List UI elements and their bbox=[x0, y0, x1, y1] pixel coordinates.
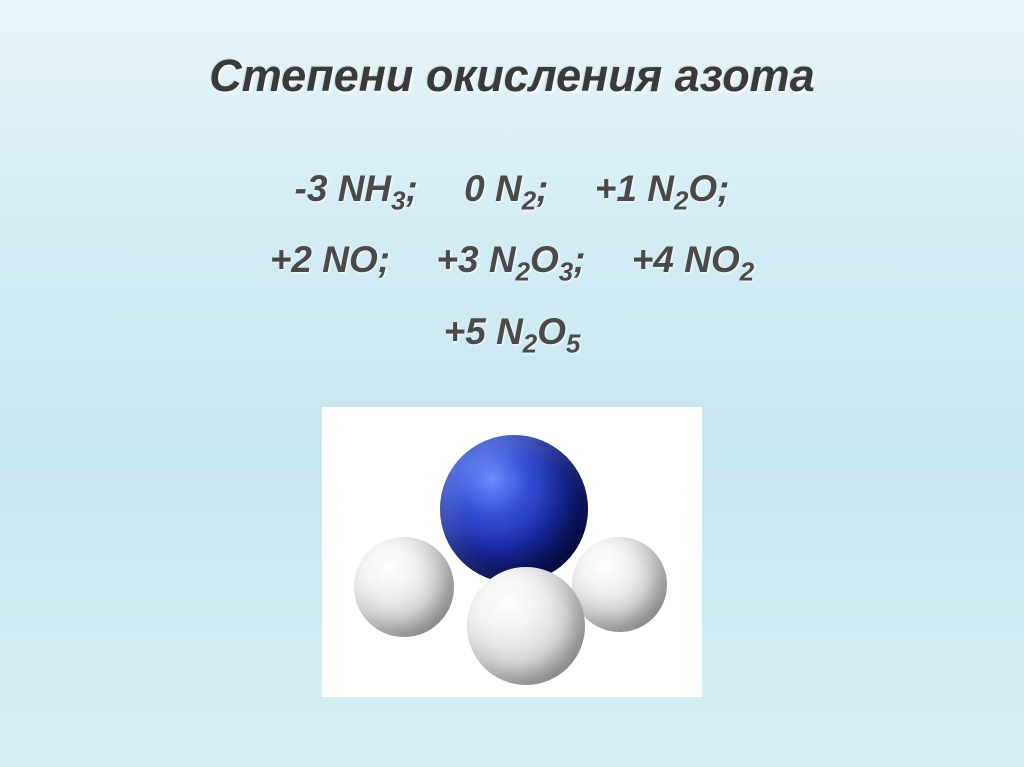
formula-body: N bbox=[647, 168, 674, 209]
formula-body: N bbox=[496, 311, 523, 352]
separator: ; bbox=[717, 168, 729, 209]
subscript: 3 bbox=[559, 259, 573, 287]
oxidation-state: -3 bbox=[295, 168, 328, 209]
subscript: 2 bbox=[523, 330, 537, 358]
hydrogen-atom-right bbox=[572, 537, 667, 632]
formula-n2: 0 N2; bbox=[464, 155, 548, 226]
formula-body: NO bbox=[684, 239, 740, 280]
hydrogen-atom-front bbox=[467, 567, 585, 685]
formula-body: NO bbox=[322, 239, 378, 280]
oxidation-state: 0 bbox=[464, 168, 485, 209]
oxidation-state: +3 bbox=[436, 239, 478, 280]
subscript: 2 bbox=[516, 259, 530, 287]
formula-line-2: +2 NO; +3 N2O3; +4 NO2 bbox=[0, 226, 1024, 297]
formula-line-3: +5 N2O5 bbox=[0, 298, 1024, 369]
oxidation-state: +2 bbox=[270, 239, 312, 280]
oxidation-state: +4 bbox=[632, 239, 674, 280]
formulas-block: -3 NH3; 0 N2; +1 N2O; +2 NO; +3 N2O3; +4… bbox=[0, 155, 1024, 369]
formula-body: O bbox=[537, 311, 566, 352]
formula-nh3: -3 NH3; bbox=[295, 155, 418, 226]
separator: ; bbox=[378, 239, 390, 280]
nitrogen-atom bbox=[440, 435, 588, 583]
subscript: 3 bbox=[391, 187, 405, 215]
formula-body: N bbox=[489, 239, 516, 280]
separator: ; bbox=[573, 239, 585, 280]
formula-no: +2 NO; bbox=[270, 226, 390, 294]
subscript: 2 bbox=[674, 187, 688, 215]
subscript: 5 bbox=[566, 330, 580, 358]
molecule-image bbox=[322, 407, 702, 697]
separator: ; bbox=[406, 168, 418, 209]
formula-body: NH bbox=[338, 168, 391, 209]
formula-body: O bbox=[688, 168, 717, 209]
subscript: 2 bbox=[740, 259, 754, 287]
formula-no2: +4 NO2 bbox=[632, 226, 754, 297]
formula-n2o5: +5 N2O5 bbox=[444, 298, 581, 369]
formula-line-1: -3 NH3; 0 N2; +1 N2O; bbox=[0, 155, 1024, 226]
oxidation-state: +5 bbox=[444, 311, 486, 352]
oxidation-state: +1 bbox=[595, 168, 637, 209]
formula-n2o3: +3 N2O3; bbox=[436, 226, 585, 297]
hydrogen-atom-left bbox=[354, 537, 454, 637]
ammonia-molecule bbox=[322, 407, 702, 697]
formula-n2o: +1 N2O; bbox=[595, 155, 730, 226]
formula-body: O bbox=[530, 239, 559, 280]
formula-body: N bbox=[495, 168, 522, 209]
slide-title: Степени окисления азота bbox=[0, 50, 1024, 102]
separator: ; bbox=[536, 168, 548, 209]
subscript: 2 bbox=[522, 187, 536, 215]
